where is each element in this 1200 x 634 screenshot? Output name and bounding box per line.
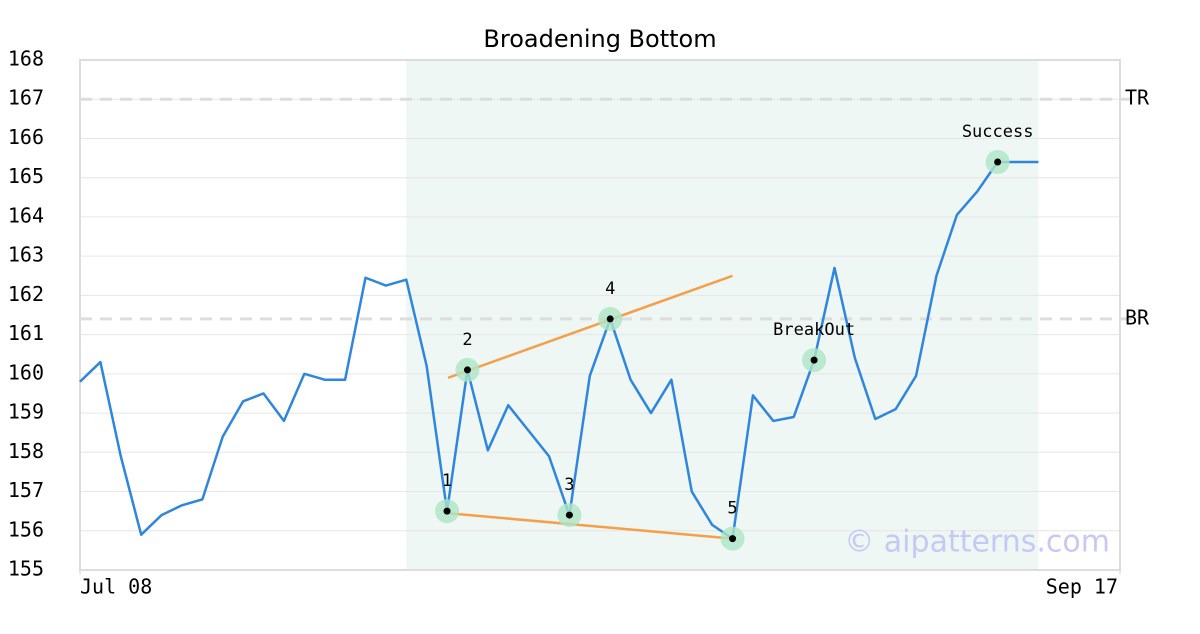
level-label: TR xyxy=(1125,86,1150,110)
point-marker xyxy=(565,511,573,519)
y-tick-label: 161 xyxy=(8,321,44,345)
watermark: © aipatterns.com xyxy=(844,525,1110,560)
y-tick-label: 156 xyxy=(8,517,44,541)
y-tick-label: 162 xyxy=(8,282,44,306)
y-tick-label: 160 xyxy=(8,360,44,384)
x-tick-label: Sep 17 xyxy=(1046,575,1118,599)
pattern-region xyxy=(406,60,1039,570)
point-label: 3 xyxy=(564,475,574,495)
x-tick-label: Jul 08 xyxy=(80,575,152,599)
point-marker xyxy=(994,158,1002,166)
point-label: Success xyxy=(962,122,1034,142)
point-marker xyxy=(463,366,471,374)
point-marker xyxy=(729,535,737,543)
point-marker xyxy=(443,507,451,515)
point-marker xyxy=(810,356,818,364)
point-label: 2 xyxy=(462,330,472,350)
point-label: 5 xyxy=(727,499,737,519)
y-tick-label: 163 xyxy=(8,243,44,267)
trendline xyxy=(446,511,733,540)
y-tick-label: 158 xyxy=(8,439,44,463)
point-marker xyxy=(606,315,614,323)
y-tick-label: 164 xyxy=(8,203,44,227)
y-tick-label: 167 xyxy=(8,86,44,110)
y-tick-label: 165 xyxy=(8,164,44,188)
point-label: BreakOut xyxy=(773,320,855,340)
y-tick-label: 159 xyxy=(8,400,44,424)
point-label: 1 xyxy=(442,471,452,491)
y-tick-label: 168 xyxy=(8,47,44,71)
trendline xyxy=(447,274,733,379)
level-label: BR xyxy=(1125,305,1150,329)
y-tick-label: 157 xyxy=(8,478,44,502)
y-tick-label: 166 xyxy=(8,125,44,149)
price-line xyxy=(79,160,1039,540)
y-tick-label: 155 xyxy=(8,557,44,581)
plot-border xyxy=(79,59,1121,571)
chart-title: Broadening Bottom xyxy=(483,25,716,53)
point-label: 4 xyxy=(605,279,615,299)
